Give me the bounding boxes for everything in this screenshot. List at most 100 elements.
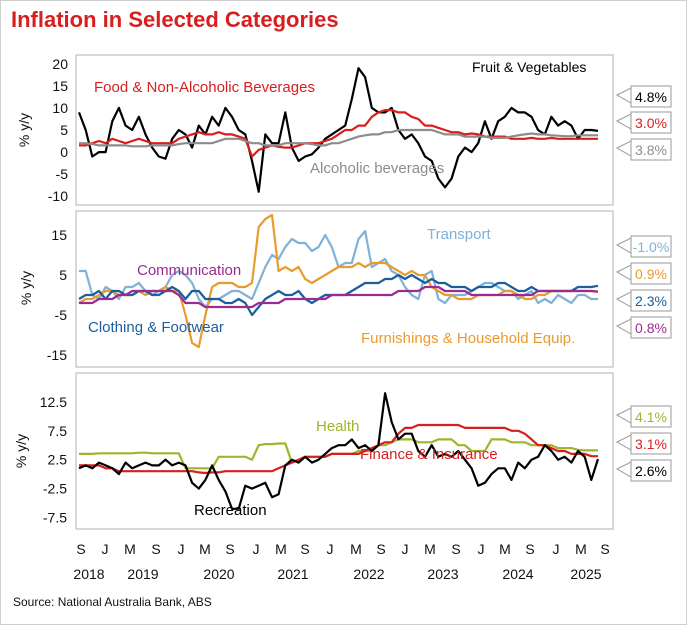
annotation-health: Health bbox=[316, 418, 359, 435]
x-tick-5-m: M bbox=[199, 541, 211, 557]
panel-2-y-axis-label: % y/y bbox=[18, 271, 34, 305]
callout-value-recreation: 2.6% bbox=[635, 463, 667, 479]
panel-3-frame bbox=[75, 372, 614, 530]
callout-value-health: 4.1% bbox=[635, 409, 667, 425]
x-tick-8-m: M bbox=[275, 541, 287, 557]
annotation-clothing-footwear: Clothing & Footwear bbox=[88, 319, 224, 336]
callout-pointer-recreation bbox=[615, 461, 632, 478]
callout-pointer-transport bbox=[615, 237, 632, 254]
panel-1-y-tick-5: 5 bbox=[60, 122, 68, 138]
callout-pointer-alcoholic-beverages bbox=[615, 140, 632, 157]
x-tick-2-m: M bbox=[124, 541, 136, 557]
annotation-recreation: Recreation bbox=[194, 502, 267, 519]
callout-pointer-health bbox=[615, 407, 632, 424]
callout-box-food-non-alcoholic-beverages bbox=[630, 111, 672, 134]
panel-1-y-tick-10: -10 bbox=[48, 188, 68, 204]
callout-value-communication: 0.8% bbox=[635, 320, 667, 336]
callout-pointer-communication bbox=[615, 318, 632, 335]
series-line-food-non-alcoholic-beverages bbox=[79, 108, 598, 158]
x-year-2021: 2021 bbox=[277, 566, 308, 582]
x-tick-9-s: S bbox=[300, 541, 309, 557]
panel-2-frame bbox=[75, 210, 614, 368]
callout-box-communication bbox=[630, 316, 672, 339]
panel-1-frame bbox=[75, 54, 614, 206]
x-tick-12-s: S bbox=[376, 541, 385, 557]
panel-3-y-tick-2-5: 2.5 bbox=[48, 452, 68, 468]
x-tick-3-s: S bbox=[151, 541, 160, 557]
annotation-finance-insurance: Finance & Insurance bbox=[360, 446, 498, 463]
x-year-2023: 2023 bbox=[427, 566, 458, 582]
x-tick-6-s: S bbox=[225, 541, 234, 557]
callout-box-transport bbox=[630, 235, 672, 258]
x-tick-21-s: S bbox=[600, 541, 609, 557]
panel-3-y-tick-2-5: -2.5 bbox=[43, 481, 67, 497]
annotation-food-non-alcoholic-beverages: Food & Non-Alcoholic Beverages bbox=[94, 79, 315, 96]
panel-3-y-tick-7-5: 7.5 bbox=[48, 423, 68, 439]
panel-3-y-axis-label: % y/y bbox=[13, 434, 29, 468]
annotation-alcoholic-beverages: Alcoholic beverages bbox=[310, 160, 444, 177]
callout-value-food-non-alcoholic-beverages: 3.0% bbox=[635, 115, 667, 131]
panel-3-y-tick-7-5: -7.5 bbox=[43, 509, 67, 525]
annotation-communication: Communication bbox=[137, 262, 241, 279]
x-tick-14-m: M bbox=[424, 541, 436, 557]
x-year-2020: 2020 bbox=[203, 566, 234, 582]
callout-value-transport: -1.0% bbox=[633, 239, 670, 255]
callout-box-recreation bbox=[630, 459, 672, 482]
x-year-2022: 2022 bbox=[353, 566, 384, 582]
panel-2-y-tick-5: 5 bbox=[59, 267, 67, 283]
x-tick-11-m: M bbox=[350, 541, 362, 557]
annotation-furnishings-household-equip: Furnishings & Household Equip. bbox=[361, 330, 575, 347]
source-note: Source: National Australia Bank, ABS bbox=[13, 595, 212, 609]
panel-1-y-tick-20: 20 bbox=[52, 56, 68, 72]
panel-1-y-axis-label: % y/y bbox=[16, 113, 32, 147]
callout-value-finance-insurance: 3.1% bbox=[635, 436, 667, 452]
series-line-finance-insurance bbox=[79, 423, 598, 475]
series-line-furnishings-household-equip bbox=[78, 213, 599, 349]
panel-1-y-tick-0: 0 bbox=[60, 144, 68, 160]
callout-pointer-food-non-alcoholic-beverages bbox=[615, 113, 632, 130]
callout-box-alcoholic-beverages bbox=[630, 138, 672, 161]
annotation-transport: Transport bbox=[427, 226, 491, 243]
panel-2-y-tick-15: 15 bbox=[51, 227, 67, 243]
x-tick-4-j: J bbox=[178, 541, 185, 557]
x-tick-7-j: J bbox=[253, 541, 260, 557]
x-tick-13-j: J bbox=[402, 541, 409, 557]
callout-pointer-finance-insurance bbox=[615, 434, 632, 451]
x-tick-16-j: J bbox=[478, 541, 485, 557]
callout-value-fruit-vegetables: 4.8% bbox=[635, 89, 667, 105]
chart-title: Inflation in Selected Categories bbox=[11, 7, 339, 32]
x-tick-17-m: M bbox=[499, 541, 511, 557]
callout-pointer-clothing-footwear bbox=[615, 291, 632, 308]
x-year-2025: 2025 bbox=[570, 566, 601, 582]
x-tick-18-s: S bbox=[525, 541, 534, 557]
callout-box-clothing-footwear bbox=[630, 289, 672, 312]
series-line-recreation bbox=[78, 392, 600, 510]
series-line-communication bbox=[79, 285, 599, 309]
callout-pointer-fruit-vegetables bbox=[615, 87, 632, 104]
panel-2-y-tick-15: -15 bbox=[47, 347, 67, 363]
x-tick-19-j: J bbox=[553, 541, 560, 557]
callout-value-alcoholic-beverages: 3.8% bbox=[635, 142, 667, 158]
x-year-2019: 2019 bbox=[127, 566, 158, 582]
x-year-2024: 2024 bbox=[502, 566, 533, 582]
x-tick-1-j: J bbox=[102, 541, 109, 557]
panel-1-y-tick-15: 15 bbox=[52, 78, 68, 94]
callout-box-health bbox=[630, 405, 672, 428]
chart-svg: % y/y 20 15 10 5 0 -5 -10 Food & Non-Alcoholic B… bbox=[13, 54, 672, 582]
x-tick-20-m: M bbox=[575, 541, 587, 557]
callout-value-clothing-footwear: 2.3% bbox=[635, 293, 667, 309]
panel-1-y-tick-10: 10 bbox=[52, 100, 68, 116]
series-line-alcoholic-beverages bbox=[79, 128, 598, 148]
panel-1-y-tick-5: -5 bbox=[56, 166, 69, 182]
x-year-2018: 2018 bbox=[73, 566, 104, 582]
series-line-fruit-vegetables bbox=[77, 67, 599, 193]
callout-value-furnishings-household-equip: 0.9% bbox=[635, 266, 667, 282]
annotation-fruit-vegetables: Fruit & Vegetables bbox=[472, 59, 586, 75]
x-tick-10-j: J bbox=[327, 541, 334, 557]
callout-box-fruit-vegetables bbox=[630, 85, 672, 108]
panel-2-y-tick-5: -5 bbox=[55, 307, 68, 323]
callout-pointer-furnishings-household-equip bbox=[615, 264, 632, 281]
panel-3-y-tick-12-5: 12.5 bbox=[40, 394, 67, 410]
x-tick-15-s: S bbox=[451, 541, 460, 557]
